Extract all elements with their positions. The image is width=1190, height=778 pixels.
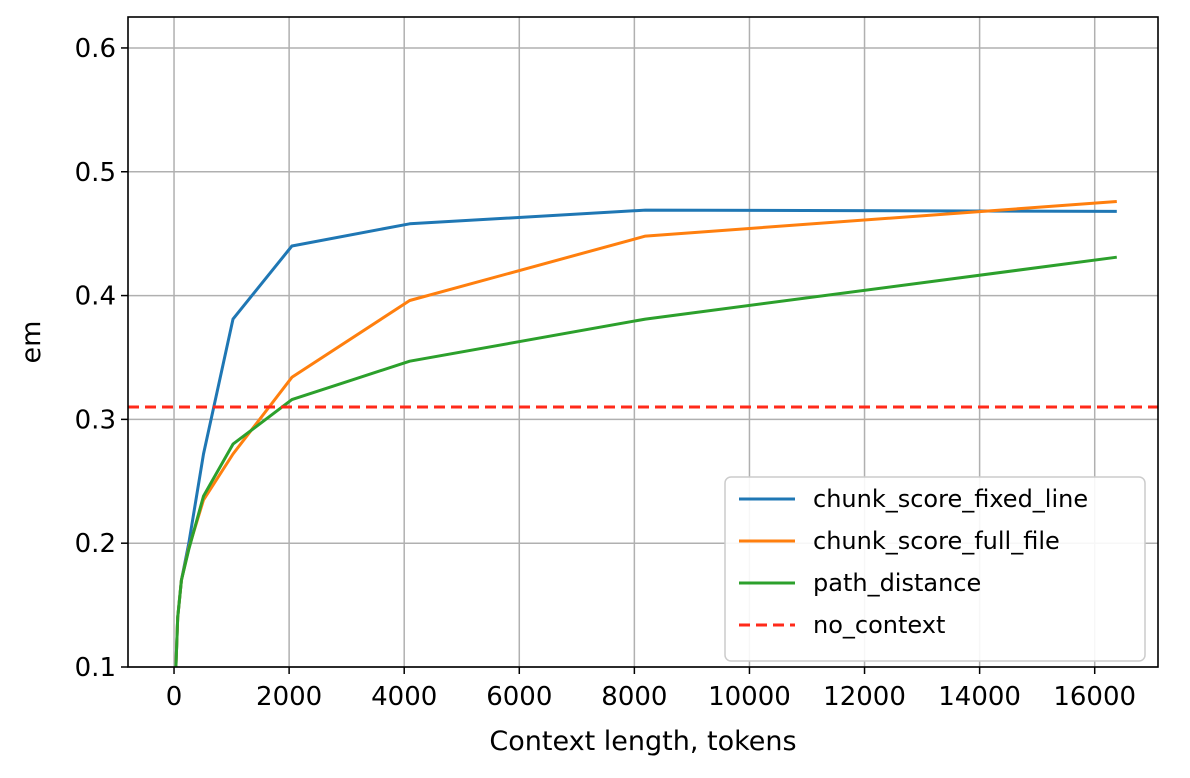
x-tick-label: 8000 <box>601 682 667 712</box>
x-tick-label: 4000 <box>371 682 437 712</box>
x-tick-label: 0 <box>166 682 183 712</box>
y-axis-ticks: 0.1 0.2 0.3 0.4 0.5 0.6 <box>75 34 128 683</box>
y-axis-label: em <box>16 321 47 364</box>
x-axis-ticks: 0 2000 4000 6000 8000 10000 12000 14000 16000 <box>166 667 1136 712</box>
y-tick-label: 0.2 <box>75 529 116 559</box>
x-tick-label: 2000 <box>256 682 322 712</box>
x-tick-label: 14000 <box>938 682 1021 712</box>
y-tick-label: 0.1 <box>75 653 116 683</box>
legend: chunk_score_fixed_line chunk_score_full_f… <box>724 476 1146 662</box>
y-tick-label: 0.3 <box>75 405 116 435</box>
x-tick-label: 10000 <box>708 682 791 712</box>
x-tick-label: 12000 <box>823 682 906 712</box>
x-axis-label: Context length, tokens <box>489 726 796 757</box>
grid <box>128 17 1158 668</box>
x-tick-label: 16000 <box>1053 682 1136 712</box>
y-tick-label: 0.5 <box>75 158 116 188</box>
y-tick-label: 0.6 <box>75 34 116 64</box>
legend-label-path_distance: path_distance <box>813 569 981 597</box>
legend-label-no_context: no_context <box>813 611 945 639</box>
x-tick-label: 6000 <box>486 682 552 712</box>
plot-frame <box>127 16 1159 668</box>
series-line-path_distance <box>174 255 1117 668</box>
y-tick-label: 0.4 <box>75 282 116 312</box>
legend-label-chunk_score_full_file: chunk_score_full_file <box>813 527 1060 555</box>
legend-box <box>724 476 1146 662</box>
legend-label-chunk_score_fixed_line: chunk_score_fixed_line <box>813 485 1088 513</box>
series-lines <box>128 200 1158 668</box>
